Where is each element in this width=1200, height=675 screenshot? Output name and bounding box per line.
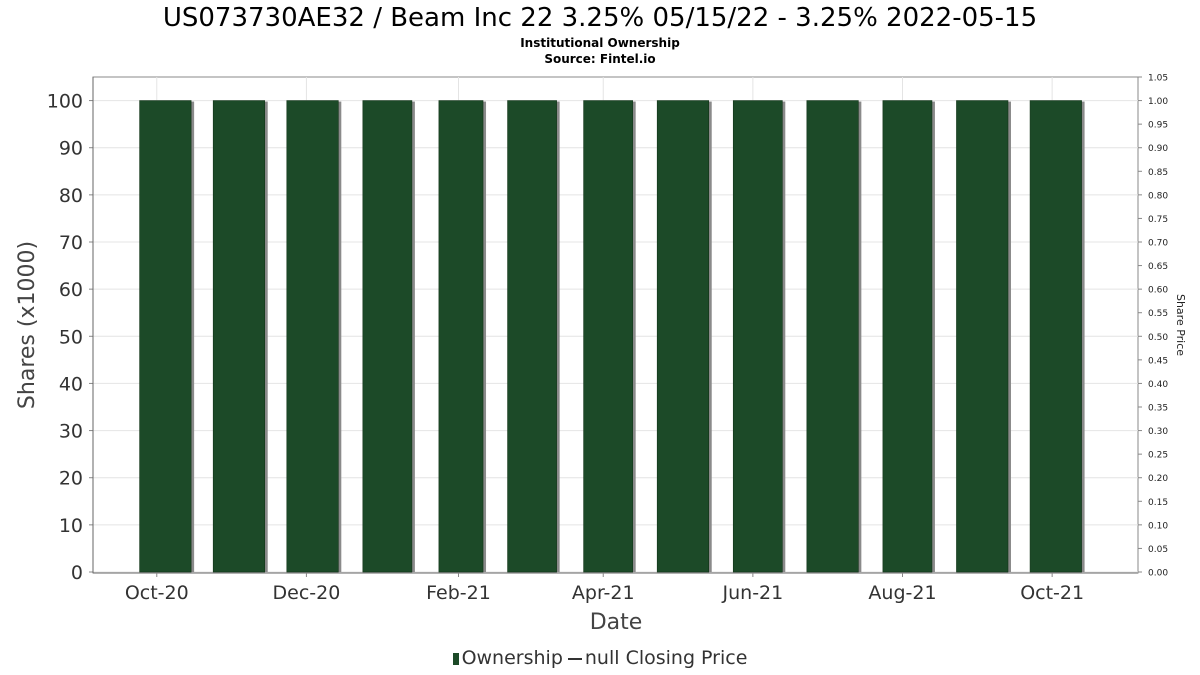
y2-tick-label: 0.90 [1148, 144, 1168, 154]
y2-tick-label: 0.50 [1148, 333, 1168, 343]
y2-tick-label: 0.35 [1148, 404, 1168, 414]
ownership-bar [806, 100, 859, 573]
chart-title: US073730AE32 / Beam Inc 22 3.25% 05/15/2… [162, 3, 1038, 33]
ownership-bar [362, 100, 413, 573]
ownership-bar [732, 100, 783, 573]
y-tick-label: 60 [59, 279, 83, 301]
y2-tick-label: 0.30 [1148, 427, 1168, 437]
x-tick-label: Dec-20 [273, 582, 341, 604]
y2-tick-label: 0.45 [1148, 356, 1168, 366]
y-tick-label: 30 [59, 421, 83, 443]
y-tick-label: 90 [59, 138, 83, 160]
y2-tick-label: 0.10 [1148, 521, 1168, 531]
y2-tick-label: 1.00 [1148, 97, 1168, 107]
y-tick-label: 50 [59, 326, 83, 348]
y2-tick-label: 0.65 [1148, 262, 1168, 272]
y2-tick-label: 0.25 [1148, 451, 1168, 461]
y-axis-label: Shares (x1000) [15, 241, 40, 409]
y2-tick-label: 0.00 [1148, 569, 1168, 579]
ownership-bar [656, 100, 710, 573]
y2-tick-label: 0.05 [1148, 545, 1168, 555]
y-tick-label: 10 [59, 515, 83, 537]
chart-legend: Ownership null Closing Price [0, 647, 1200, 669]
y2-tick-label: 0.80 [1148, 191, 1168, 201]
legend-closing-price: null Closing Price [584, 647, 748, 669]
y2-tick-label: 1.05 [1148, 74, 1168, 84]
ownership-legend-swatch [452, 652, 459, 665]
y-tick-label: 70 [59, 232, 83, 254]
ownership-bar [438, 100, 484, 573]
y2-tick-label: 0.60 [1148, 286, 1168, 296]
y2-tick-label: 0.55 [1148, 309, 1168, 319]
x-axis-label: Date [590, 610, 643, 635]
y-tick-label: 100 [47, 91, 83, 113]
y2-axis-label: Share Price [1174, 294, 1187, 356]
x-tick-label: Oct-20 [125, 582, 189, 604]
y2-tick-label: 0.85 [1148, 168, 1168, 178]
ownership-bar [507, 100, 557, 573]
x-tick-label: Oct-21 [1020, 582, 1084, 604]
ownership-bar [956, 100, 1009, 573]
y2-tick-label: 0.40 [1148, 380, 1168, 390]
ownership-bar [1029, 100, 1082, 573]
chart-source: Source: Fintel.io [544, 52, 656, 66]
y-tick-label: 20 [59, 468, 83, 490]
y-tick-label: 40 [59, 373, 83, 395]
y-tick-label: 0 [71, 562, 83, 584]
ownership-bar [583, 100, 633, 573]
ownership-bar [212, 100, 266, 573]
chart-subtitle: Institutional Ownership [520, 36, 680, 50]
ownership-bar [286, 100, 339, 573]
x-tick-label: Apr-21 [572, 582, 635, 604]
closing-price-legend-swatch [567, 657, 582, 660]
y2-tick-label: 0.75 [1148, 215, 1168, 225]
ownership-bar [882, 100, 933, 573]
y2-tick-label: 0.20 [1148, 474, 1168, 484]
y-tick-label: 80 [59, 185, 83, 207]
y2-tick-label: 0.95 [1148, 121, 1168, 131]
ownership-bar [139, 100, 192, 573]
x-tick-label: Jun-21 [722, 582, 784, 604]
y2-tick-label: 0.15 [1148, 498, 1168, 508]
x-tick-label: Feb-21 [426, 582, 491, 604]
legend-ownership: Ownership [461, 647, 563, 669]
x-tick-label: Aug-21 [868, 582, 936, 604]
y2-tick-label: 0.70 [1148, 239, 1168, 249]
